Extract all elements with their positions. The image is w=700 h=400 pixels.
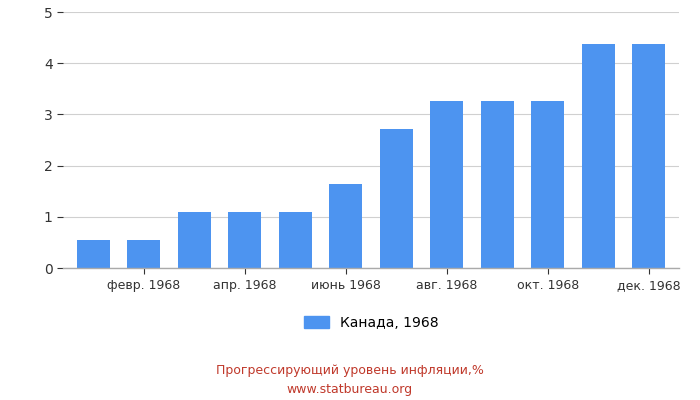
Bar xyxy=(531,101,564,268)
Bar xyxy=(582,44,615,268)
Legend: Канада, 1968: Канада, 1968 xyxy=(304,316,438,330)
Bar xyxy=(430,101,463,268)
Bar xyxy=(228,212,261,268)
Bar xyxy=(127,240,160,268)
Bar xyxy=(178,212,211,268)
Bar xyxy=(632,44,665,268)
Bar xyxy=(329,184,362,268)
Bar xyxy=(380,129,413,268)
Bar xyxy=(481,101,514,268)
Text: Прогрессирующий уровень инфляции,%
www.statbureau.org: Прогрессирующий уровень инфляции,% www.s… xyxy=(216,364,484,396)
Bar xyxy=(77,240,110,268)
Bar xyxy=(279,212,312,268)
